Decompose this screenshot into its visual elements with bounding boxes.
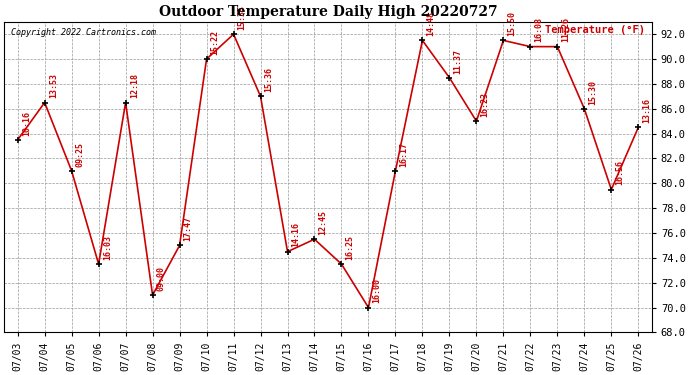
Text: 16:03: 16:03 (103, 235, 112, 260)
Text: 13:53: 13:53 (49, 74, 58, 98)
Text: 16:00: 16:00 (373, 278, 382, 303)
Text: 09:00: 09:00 (157, 266, 166, 291)
Text: 16:56: 16:56 (615, 160, 624, 185)
Text: 12:45: 12:45 (319, 210, 328, 235)
Text: 13:16: 13:16 (642, 98, 651, 123)
Text: Temperature (°F): Temperature (°F) (545, 25, 645, 35)
Text: 14:16: 14:16 (292, 222, 301, 248)
Text: 11:26: 11:26 (562, 18, 571, 42)
Text: 12:18: 12:18 (130, 74, 139, 98)
Text: 17:47: 17:47 (184, 216, 193, 241)
Text: 15:35: 15:35 (238, 5, 247, 30)
Text: Copyright 2022 Cartronics.com: Copyright 2022 Cartronics.com (10, 28, 156, 37)
Text: 15:50: 15:50 (508, 11, 517, 36)
Text: 10:16: 10:16 (22, 111, 31, 136)
Title: Outdoor Temperature Daily High 20220727: Outdoor Temperature Daily High 20220727 (159, 5, 497, 19)
Text: 16:17: 16:17 (400, 142, 408, 167)
Text: 14:48: 14:48 (426, 11, 435, 36)
Text: 15:22: 15:22 (210, 30, 219, 55)
Text: 16:23: 16:23 (480, 92, 490, 117)
Text: 15:36: 15:36 (265, 67, 274, 92)
Text: 16:25: 16:25 (346, 235, 355, 260)
Text: 15:30: 15:30 (589, 80, 598, 105)
Text: 11:37: 11:37 (453, 48, 462, 74)
Text: 09:25: 09:25 (76, 142, 85, 167)
Text: 16:08: 16:08 (535, 18, 544, 42)
